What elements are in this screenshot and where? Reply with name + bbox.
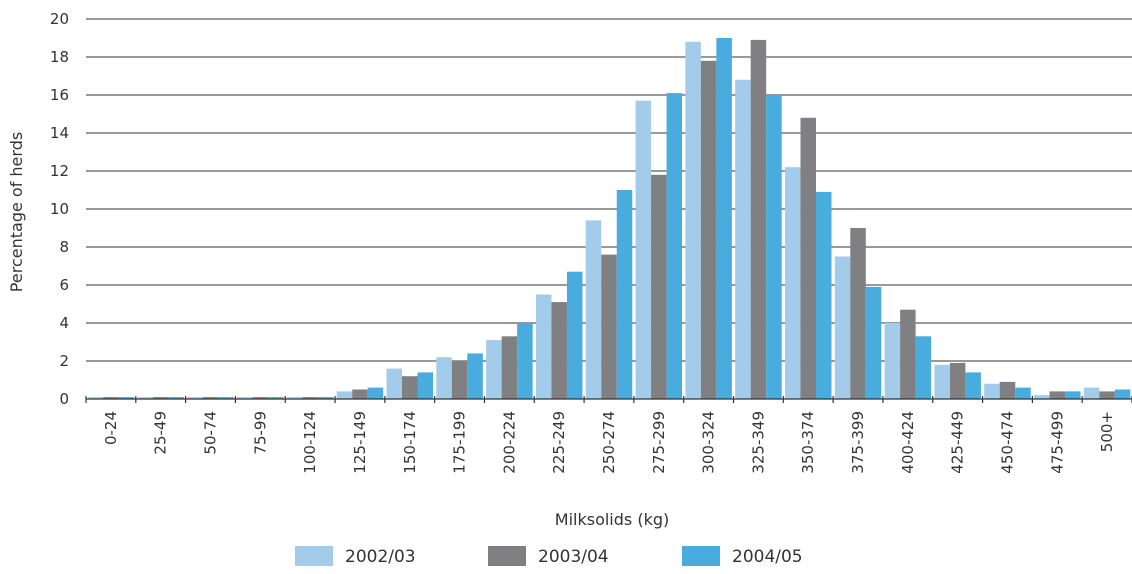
bar-2002-03-425-449 [934,365,950,399]
bar-2002-03-500+ [1084,388,1100,399]
bar-2004-05-500+ [1115,390,1131,400]
bar-2003-04-175-199 [452,361,468,399]
x-tick-label: 350-374 [799,411,817,474]
x-tick-label: 50-74 [202,411,220,455]
bar-2003-04-300-324 [701,61,717,399]
bar-2002-03-225-249 [536,295,552,400]
y-tick-label: 20 [50,10,69,28]
x-tick-label: 475-499 [1048,411,1066,474]
bar-2003-04-125-149 [352,390,368,400]
bar-2004-05-125-149 [368,388,384,399]
y-tick-label: 8 [59,238,69,256]
legend-swatch [488,546,526,566]
y-tick-label: 4 [59,314,69,332]
bar-2003-04-500+ [1099,391,1115,399]
y-axis-label: Percentage of herds [7,132,26,292]
bar-2003-04-350-374 [800,118,816,399]
bar-2003-04-325-349 [751,40,767,399]
bar-2003-04-200-224 [502,336,518,399]
bar-2002-03-150-174 [387,369,403,399]
y-tick-label: 12 [50,162,69,180]
y-tick-labels: 0 2 4 6 8 10 12 14 16 18 20 [50,10,69,408]
y-tick-label: 10 [50,200,69,218]
x-tick-label: 500+ [1098,411,1116,452]
x-tick-label: 175-199 [451,411,469,474]
x-tick-label: 100-124 [301,411,319,474]
bar-2004-05-350-374 [816,192,832,399]
legend-label: 2003/04 [538,547,609,567]
x-tick-label: 125-149 [351,411,369,474]
x-tick-label: 25-49 [152,411,170,455]
bar-2002-03-450-474 [984,384,1000,399]
bars [88,38,1131,399]
y-tick-label: 0 [59,390,69,408]
bar-2004-05-200-224 [517,323,533,399]
bar-2002-03-325-349 [735,80,751,399]
bar-2004-05-225-249 [567,272,583,399]
bar-2004-05-475-499 [1065,391,1081,399]
bar-2002-03-175-199 [436,357,452,399]
bar-2003-04-400-424 [900,310,916,399]
legend-label: 2004/05 [732,547,803,567]
bar-2002-03-375-399 [835,257,851,400]
bar-2002-03-400-424 [885,323,901,399]
x-axis-label: Milksolids (kg) [555,510,669,529]
bar-2002-03-200-224 [486,340,502,399]
x-tick-label: 250-274 [600,411,618,474]
bar-2003-04-450-474 [1000,382,1016,399]
x-tick-label: 225-249 [550,411,568,474]
bar-2003-04-225-249 [551,302,567,399]
legend-swatch [295,546,333,566]
x-tick-label: 375-399 [849,411,867,474]
x-tick-label: 450-474 [998,411,1016,474]
y-tick-label: 6 [59,276,69,294]
bar-2002-03-275-299 [636,101,652,399]
legend-swatch [682,546,720,566]
y-tick-label: 18 [50,48,69,66]
bar-2003-04-475-499 [1050,391,1066,399]
bar-2003-04-375-399 [850,228,866,399]
bar-2004-05-275-299 [667,93,683,399]
x-tick-label: 400-424 [899,411,917,474]
bar-2002-03-125-149 [337,391,353,399]
bar-2003-04-425-449 [950,363,966,399]
bar-2003-04-150-174 [402,376,418,399]
x-tick-label: 425-449 [949,411,967,474]
bar-2004-05-325-349 [766,95,782,399]
legend: 2002/03 2003/04 2004/05 [295,546,803,567]
bar-2003-04-250-274 [601,255,617,399]
bar-2004-05-375-399 [866,287,882,399]
x-tick-label: 75-99 [251,411,269,455]
bar-2002-03-350-374 [785,167,801,399]
bar-2004-05-450-474 [1015,388,1031,399]
legend-label: 2002/03 [345,547,416,567]
y-tick-label: 16 [50,86,69,104]
bar-2004-05-150-174 [418,372,434,399]
x-tick-label: 200-224 [500,411,518,474]
x-tick-label: 300-324 [700,411,718,474]
x-tick-label: 325-349 [749,411,767,474]
bar-2004-05-175-199 [467,353,483,399]
y-tick-label: 2 [59,352,69,370]
y-tick-label: 14 [50,124,69,142]
bar-2004-05-250-274 [617,190,633,399]
bar-2004-05-400-424 [916,336,932,399]
bar-2004-05-300-324 [716,38,732,399]
x-tick-label: 275-299 [650,411,668,474]
bar-2004-05-425-449 [965,372,981,399]
bar-2003-04-275-299 [651,175,667,399]
x-tick-label: 0-24 [102,411,120,445]
bar-2002-03-300-324 [685,42,701,399]
x-tick-label: 150-174 [401,411,419,474]
x-tick-labels: 0-24 25-49 50-74 75-99 100-124 125-149 150-174… [102,411,1116,474]
bar-2002-03-250-274 [586,220,602,399]
